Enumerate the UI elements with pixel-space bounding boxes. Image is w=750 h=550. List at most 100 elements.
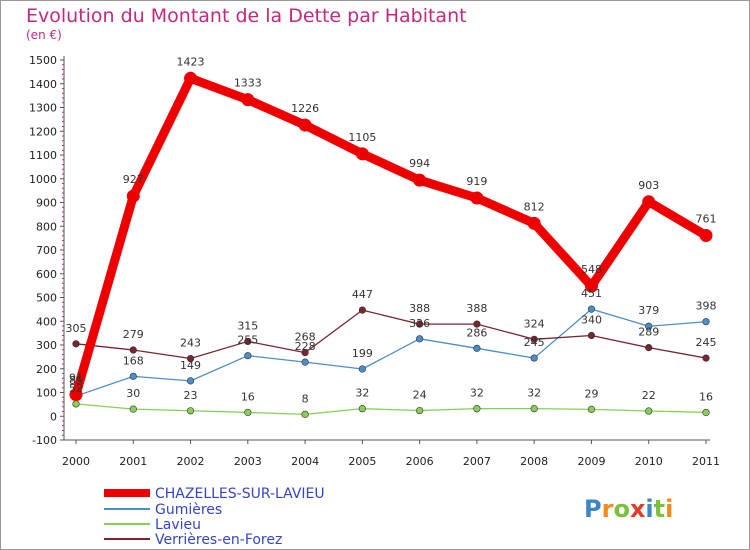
- legend-label: CHAZELLES-SUR-LAVIEU: [155, 486, 325, 502]
- data-label: 286: [466, 326, 487, 339]
- data-point: [699, 229, 713, 243]
- data-label: 32: [470, 387, 484, 400]
- data-point: [186, 354, 195, 363]
- data-label: 340: [581, 314, 602, 327]
- data-label: 447: [352, 288, 373, 301]
- data-point: [129, 372, 137, 380]
- data-point: [587, 331, 596, 340]
- data-point: [584, 279, 598, 293]
- data-point: [473, 405, 481, 413]
- data-label: 1333: [234, 77, 262, 90]
- data-label: 451: [581, 287, 602, 300]
- y-tick-label: 1300: [29, 102, 57, 115]
- x-tick-label: 2004: [291, 455, 319, 468]
- data-point: [358, 306, 366, 314]
- data-labels-layer: 91 927 1423 1333 1226 1105 994 919 812 548 903 761 8…: [66, 55, 717, 405]
- data-point: [72, 400, 80, 408]
- legend: CHAZELLES-SUR-LAVIEUGumièresLavieuVerriè…: [104, 486, 325, 548]
- x-tick-label: 2003: [234, 455, 262, 468]
- data-point: [530, 354, 538, 362]
- data-point: [530, 405, 538, 413]
- y-tick-label: 1500: [29, 54, 57, 67]
- axes: -100 0 100 200 300 400 500 600 700 800 900 1000 1100…: [29, 54, 720, 468]
- data-point: [129, 405, 137, 413]
- series-line-3: [75, 309, 707, 360]
- x-tick-label: 2002: [177, 455, 205, 468]
- series-line-2: [75, 403, 707, 416]
- logo-letter: i: [645, 495, 653, 523]
- data-label: 199: [352, 347, 373, 360]
- data-label: 228: [295, 340, 316, 353]
- data-label: 32: [355, 387, 369, 400]
- logo-letter: i: [665, 495, 673, 523]
- data-point: [355, 147, 369, 161]
- data-label: 1423: [177, 55, 205, 68]
- data-point: [642, 195, 656, 209]
- data-point: [473, 344, 481, 352]
- data-point: [416, 406, 424, 415]
- logo-letter: r: [602, 495, 614, 523]
- data-label: 255: [237, 334, 258, 347]
- data-point: [702, 408, 710, 417]
- data-label: 994: [409, 157, 430, 170]
- data-label: 548: [581, 263, 602, 276]
- data-point: [186, 407, 195, 415]
- data-point: [416, 320, 424, 328]
- data-point: [702, 354, 710, 362]
- data-point: [244, 352, 252, 360]
- data-label: 315: [237, 319, 258, 332]
- series-layer: [69, 71, 713, 418]
- legend-label: Lavieu: [155, 517, 201, 533]
- data-point: [413, 173, 427, 187]
- data-label: 22: [642, 389, 656, 402]
- logo-letter: x: [630, 495, 646, 523]
- x-tick-label: 2007: [463, 455, 491, 468]
- data-label: 29: [584, 387, 598, 400]
- data-label: 23: [184, 389, 198, 402]
- series-line-1: [75, 308, 707, 397]
- data-label: 761: [696, 213, 717, 226]
- x-tick-label: 2008: [520, 455, 548, 468]
- data-point: [186, 377, 195, 385]
- data-label: 32: [527, 387, 541, 400]
- data-point: [72, 340, 80, 348]
- data-label: 30: [126, 387, 140, 400]
- data-label: 919: [466, 175, 487, 188]
- x-tick-label: 2005: [348, 455, 376, 468]
- data-point: [358, 405, 366, 413]
- y-tick-label: 700: [36, 244, 57, 257]
- logo-letter: P: [584, 495, 602, 523]
- legend-label: Gumières: [155, 502, 222, 518]
- data-label: 279: [123, 328, 144, 341]
- y-tick-label: 900: [36, 197, 57, 210]
- data-point: [301, 349, 309, 357]
- data-label: 398: [696, 300, 717, 313]
- data-point: [527, 216, 541, 230]
- data-point: [244, 337, 252, 346]
- y-tick-label: 400: [36, 315, 57, 328]
- chart-title: Evolution du Montant de la Dette par Hab…: [26, 5, 467, 27]
- x-tick-label: 2006: [406, 455, 434, 468]
- data-label: 305: [66, 322, 87, 335]
- x-tick-label: 2001: [119, 455, 147, 468]
- logo-letter: o: [613, 495, 630, 523]
- data-label: 8: [302, 392, 309, 405]
- x-tick-label: 2000: [62, 455, 90, 468]
- data-point: [244, 408, 252, 417]
- data-point: [645, 322, 653, 330]
- data-point: [184, 71, 198, 85]
- data-point: [126, 189, 140, 203]
- data-label: 268: [295, 331, 316, 344]
- y-tick-label: 1200: [29, 125, 57, 138]
- data-label: 903: [638, 179, 659, 192]
- data-label: 1105: [348, 131, 376, 144]
- y-tick-label: 600: [36, 268, 57, 281]
- data-point: [587, 405, 596, 413]
- data-point: [473, 320, 481, 328]
- data-point: [645, 407, 653, 415]
- data-label: 85: [69, 374, 83, 387]
- data-point: [530, 335, 538, 343]
- data-point: [129, 346, 137, 354]
- series-line-0: [71, 73, 711, 400]
